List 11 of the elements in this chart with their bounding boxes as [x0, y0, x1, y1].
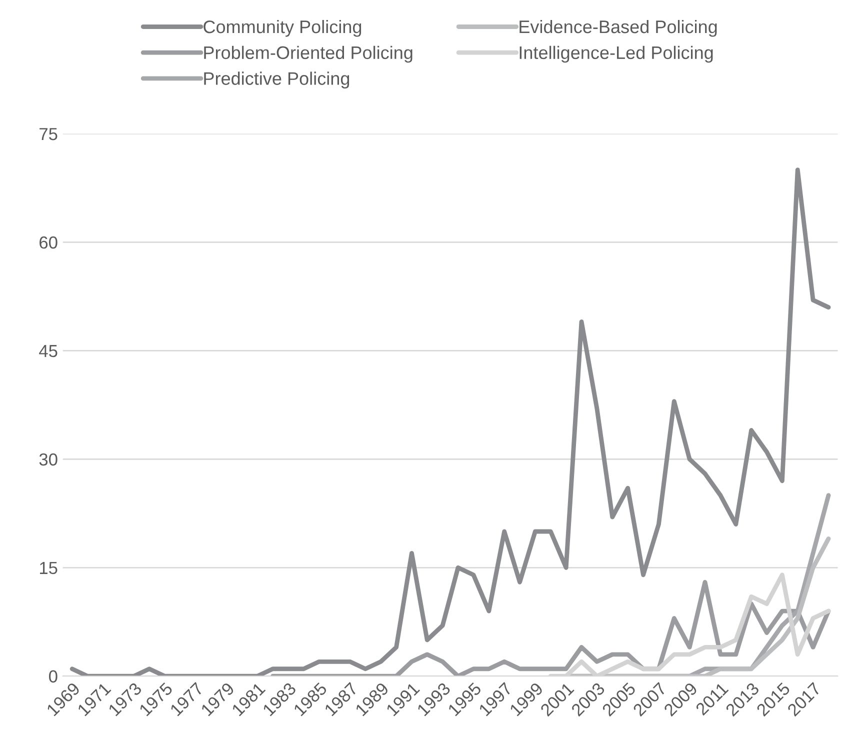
y-tick-label: 0	[49, 670, 58, 683]
y-tick-label: 75	[40, 128, 58, 140]
legend-label: Predictive Policing	[204, 72, 350, 89]
legend-label: Community Policing	[204, 20, 362, 37]
y-tick-label: 30	[39, 453, 58, 466]
legend-label: Intelligence-Led Policing	[520, 46, 713, 63]
y-tick-label: 45	[39, 345, 58, 358]
legend-label: Problem-Oriented Policing	[204, 46, 412, 63]
y-tick-label: 60	[40, 236, 58, 249]
y-tick-label: 15	[40, 562, 58, 574]
legend-label: Evidence-Based Policing	[520, 20, 717, 37]
